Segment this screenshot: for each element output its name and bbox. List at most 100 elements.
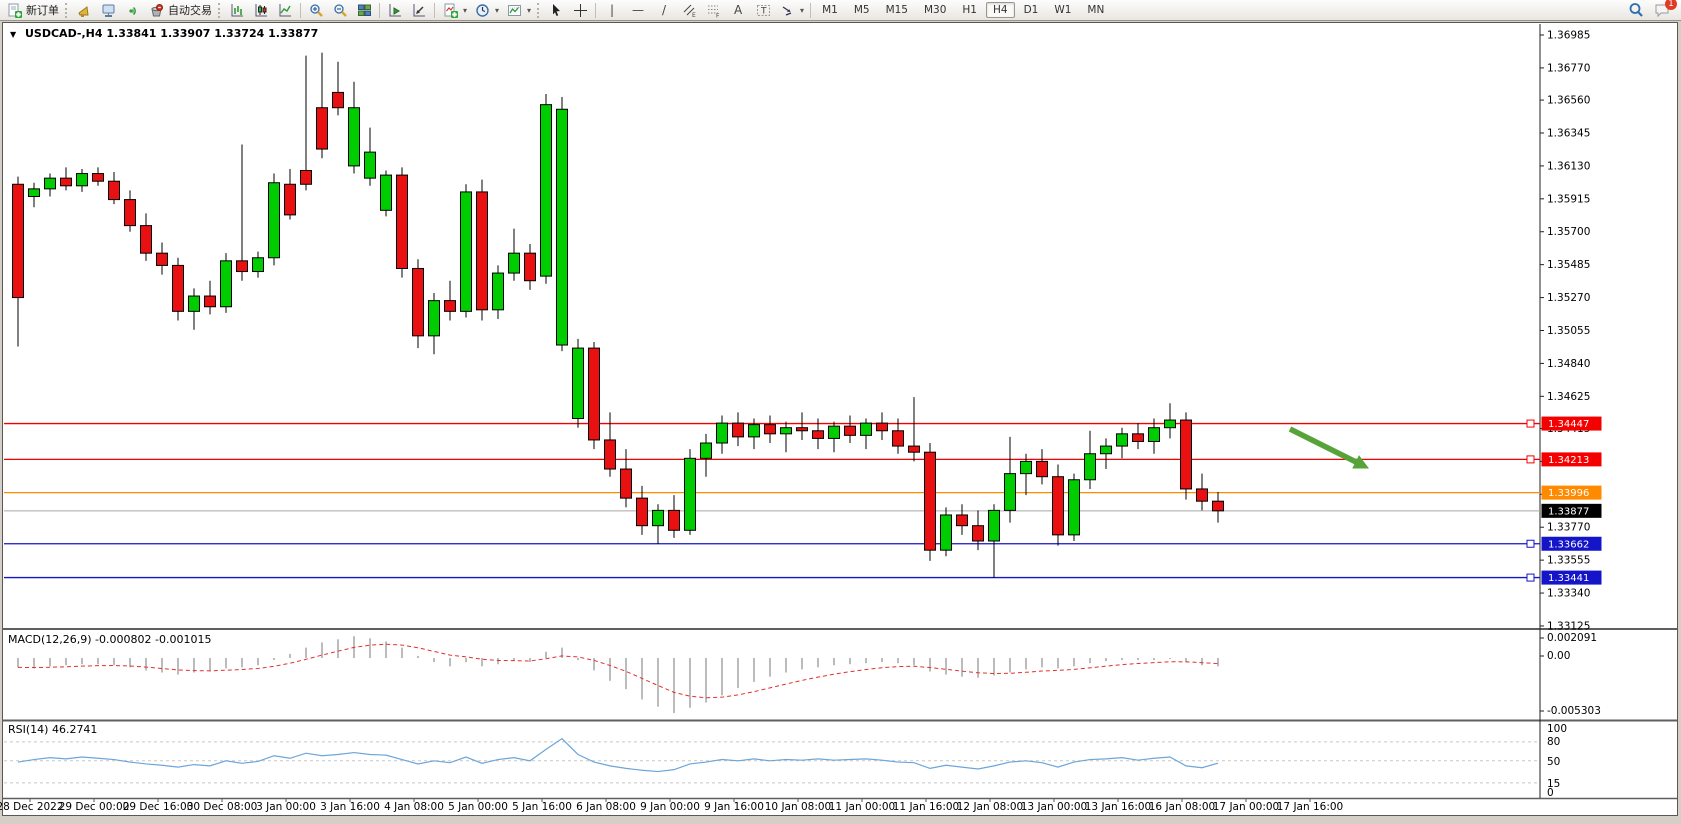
indicators-menu-button[interactable]: ▾	[438, 1, 470, 19]
svg-text:15: 15	[1547, 778, 1560, 790]
svg-text:4 Jan 08:00: 4 Jan 08:00	[384, 801, 444, 813]
svg-text:12 Jan 08:00: 12 Jan 08:00	[957, 801, 1023, 813]
vertical-line-tool-button[interactable]: |	[599, 1, 625, 19]
svg-text:1.33662: 1.33662	[1548, 539, 1589, 550]
svg-text:100: 100	[1547, 723, 1567, 735]
dropdown-caret: ▾	[495, 5, 500, 15]
toolbar-grip	[218, 2, 222, 18]
channel-tool-button[interactable]: E	[677, 1, 701, 19]
trendline-tool-button[interactable]: /	[651, 1, 677, 19]
dropdown-caret: ▾	[527, 5, 532, 15]
svg-text:5 Jan 16:00: 5 Jan 16:00	[512, 801, 572, 813]
cursor-tool-button[interactable]	[544, 1, 568, 19]
timeframe-H4[interactable]: H4	[985, 2, 1015, 18]
line-chart-button[interactable]	[273, 1, 297, 19]
trendline-icon: /	[662, 3, 667, 17]
svg-text:1.33340: 1.33340	[1547, 588, 1590, 600]
svg-text:0.002091: 0.002091	[1547, 632, 1597, 644]
chart-title: ▼ USDCAD-,H4 1.33841 1.33907 1.33724 1.3…	[10, 27, 318, 40]
timeframe-M5[interactable]: M5	[853, 4, 870, 16]
text-icon: A	[733, 3, 743, 17]
bar-chart-button[interactable]	[225, 1, 249, 19]
chart-window[interactable]	[2, 22, 1678, 816]
notification-badge: 1	[1665, 0, 1677, 10]
svg-text:1.35700: 1.35700	[1547, 226, 1590, 238]
svg-text:1.33555: 1.33555	[1547, 555, 1590, 567]
alerts-horn-icon	[75, 2, 93, 18]
svg-text:1.36345: 1.36345	[1547, 127, 1590, 139]
timeframe-H1[interactable]: H1	[962, 4, 977, 16]
svg-text:0: 0	[1547, 787, 1554, 799]
svg-text:1.33770: 1.33770	[1547, 522, 1590, 534]
svg-text:1.34625: 1.34625	[1547, 391, 1590, 403]
timeframe-M1[interactable]: M1	[822, 4, 838, 16]
fibonacci-tool-button[interactable]: F	[701, 1, 725, 19]
svg-text:1.34213: 1.34213	[1548, 455, 1589, 466]
chart-shift-button[interactable]	[407, 1, 431, 19]
svg-text:17 Jan 00:00: 17 Jan 00:00	[1213, 801, 1279, 813]
collapse-triangle-icon[interactable]: ▼	[10, 30, 17, 39]
timeframe-MN[interactable]: MN	[1087, 4, 1105, 16]
fibonacci-icon: F	[704, 2, 722, 18]
svg-text:1.36985: 1.36985	[1547, 30, 1590, 42]
search-icon[interactable]	[1627, 2, 1645, 18]
rsi-indicator-label: RSI(14) 46.2741	[8, 723, 98, 736]
tile-windows-icon	[355, 2, 373, 18]
signals-button[interactable]	[120, 1, 144, 19]
new-order-button[interactable]: 新订单	[2, 1, 62, 19]
svg-text:1.36770: 1.36770	[1547, 62, 1590, 74]
svg-text:29 Dec 16:00: 29 Dec 16:00	[123, 801, 194, 813]
horizontal-line-tool-button[interactable]: —	[625, 1, 651, 19]
notifications-icon[interactable]: 1	[1653, 0, 1677, 18]
auto-scroll-button[interactable]	[383, 1, 407, 19]
candlestick-chart-button[interactable]	[249, 1, 273, 19]
svg-text:1.34840: 1.34840	[1547, 358, 1590, 370]
svg-text:80: 80	[1547, 736, 1560, 748]
svg-text:1.33996: 1.33996	[1548, 488, 1589, 499]
crosshair-tool-button[interactable]	[568, 1, 592, 19]
timeframe-M15[interactable]: M15	[885, 4, 908, 16]
svg-text:1.34447: 1.34447	[1548, 419, 1589, 430]
terminal-button[interactable]	[96, 1, 120, 19]
zoom-in-icon	[307, 2, 325, 18]
svg-text:T: T	[760, 6, 767, 16]
arrows-tool-button[interactable]: ▾	[775, 1, 807, 19]
main-toolbar: 新订单 自动交易	[0, 0, 1681, 21]
text-label-icon: T	[754, 2, 772, 18]
zoom-out-icon	[331, 2, 349, 18]
dropdown-caret: ▾	[800, 5, 805, 15]
svg-text:F: F	[716, 12, 720, 18]
periods-menu-button[interactable]: ▾	[470, 1, 502, 19]
svg-text:10 Jan 08:00: 10 Jan 08:00	[765, 801, 831, 813]
templates-menu-button[interactable]: ▾	[502, 1, 534, 19]
zoom-in-button[interactable]	[304, 1, 328, 19]
timeframe-D1[interactable]: D1	[1023, 4, 1039, 16]
text-tool-button[interactable]: A	[725, 1, 751, 19]
svg-text:13 Jan 16:00: 13 Jan 16:00	[1085, 801, 1151, 813]
bar-chart-icon	[228, 2, 246, 18]
svg-text:11 Jan 00:00: 11 Jan 00:00	[829, 801, 895, 813]
timeframe-W1[interactable]: W1	[1054, 4, 1072, 16]
dropdown-caret: ▾	[463, 5, 468, 15]
alerts-button[interactable]	[72, 1, 96, 19]
terminal-icon	[99, 2, 117, 18]
svg-text:30 Dec 08:00: 30 Dec 08:00	[187, 801, 258, 813]
text-label-tool-button[interactable]: T	[751, 1, 775, 19]
zoom-out-button[interactable]	[328, 1, 352, 19]
crosshair-icon	[571, 2, 589, 18]
svg-text:1.33125: 1.33125	[1547, 620, 1590, 632]
svg-text:1.33441: 1.33441	[1548, 573, 1589, 584]
vertical-line-icon: |	[610, 3, 615, 17]
toolbar-separator	[810, 2, 812, 18]
tile-windows-button[interactable]	[352, 1, 376, 19]
line-chart-icon	[276, 2, 294, 18]
svg-text:1.35270: 1.35270	[1547, 292, 1590, 304]
svg-text:1.33877: 1.33877	[1548, 506, 1589, 517]
svg-text:29 Dec 00:00: 29 Dec 00:00	[59, 801, 130, 813]
timeframe-M30[interactable]: M30	[923, 4, 947, 16]
autotrading-button[interactable]: 自动交易	[144, 1, 215, 19]
svg-text:-0.005303: -0.005303	[1547, 705, 1601, 717]
svg-text:5 Jan 00:00: 5 Jan 00:00	[448, 801, 508, 813]
chart-shift-icon	[410, 2, 428, 18]
